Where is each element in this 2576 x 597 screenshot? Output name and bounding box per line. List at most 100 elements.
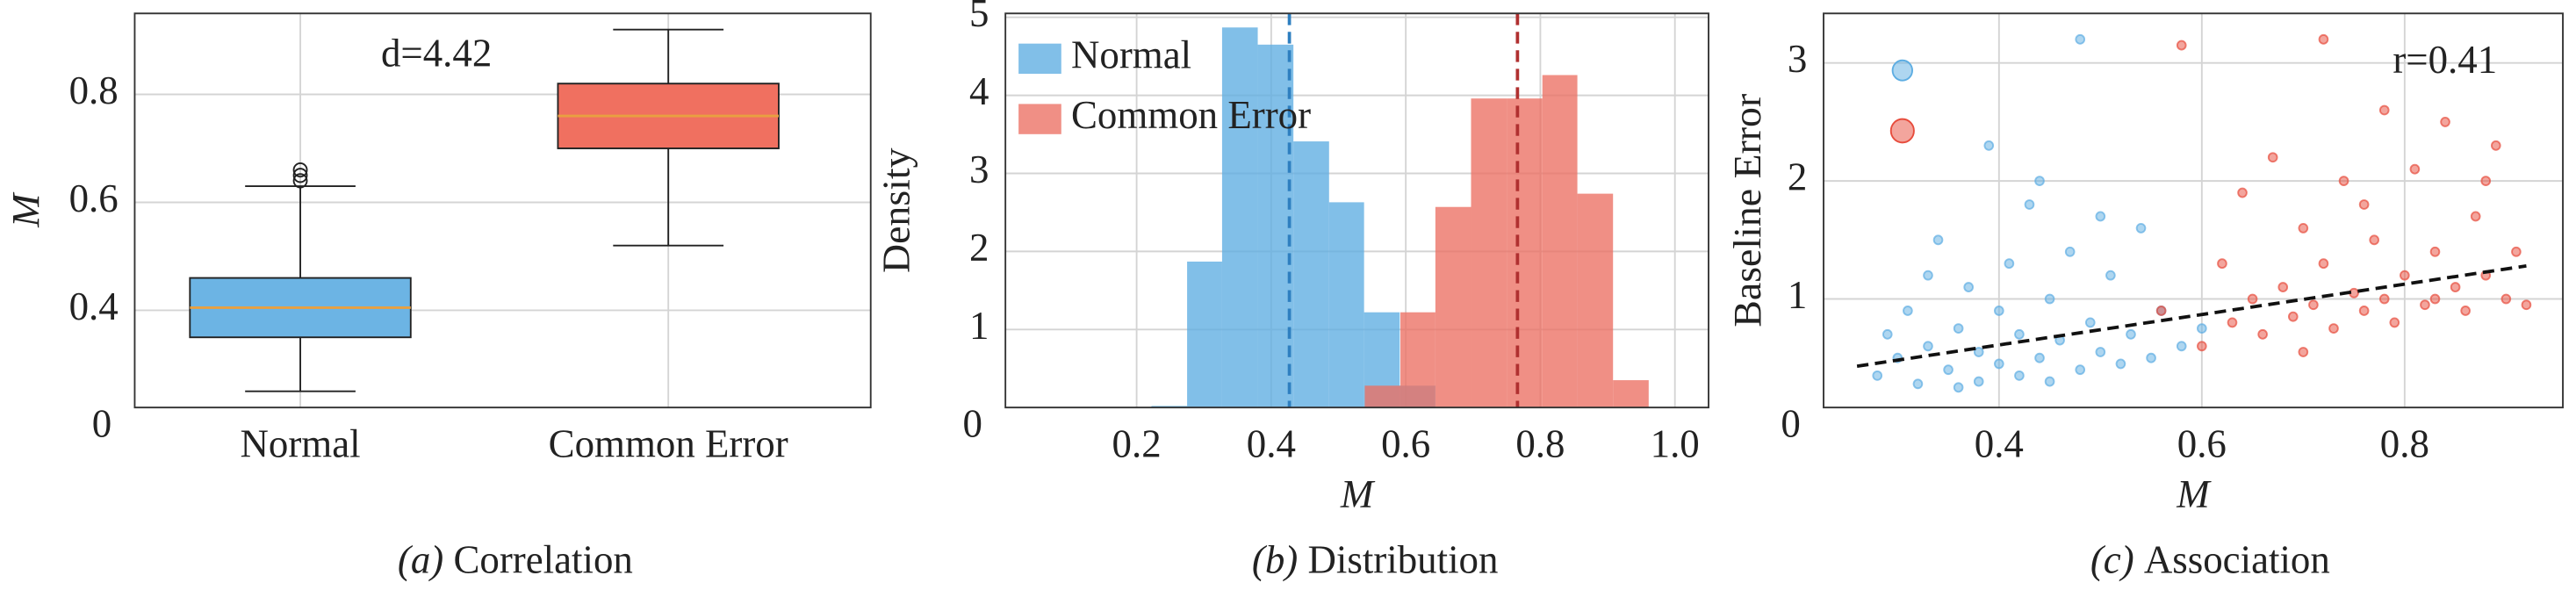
scatter-point [2490,140,2501,151]
y-tick-label: 4 [969,69,989,114]
scatter-point [2176,40,2187,51]
histogram-bar [1507,98,1543,408]
x-tick-label: 0.4 [1975,421,2024,466]
scatter-point [2034,176,2045,187]
scatter-point [2084,317,2096,328]
y-axis-label: M [4,191,47,227]
scatter-point [1943,364,1954,376]
annotation: r=0.41 [2393,38,2497,83]
scatter-point [2135,222,2147,234]
scatter-point [2247,293,2258,305]
y-tick-label: 2 [969,225,989,270]
scatter-point [2075,364,2086,376]
scatter-point [1994,306,2004,316]
plot-background [1824,13,2564,408]
histogram-bar [1400,312,1436,408]
scatter-point [2287,311,2299,322]
scatter-point [2429,246,2441,257]
scatter-point [2044,376,2055,387]
caption-label: (c) [2090,537,2134,582]
scatter-point [2409,163,2421,175]
x-axis-label: M [2176,471,2212,516]
scatter-point [2440,117,2450,127]
scatter-point [2115,358,2126,370]
scatter-point [1923,341,1933,352]
scatter-point [1953,382,1964,393]
scatter-point [2155,306,2167,316]
histogram-bar [1364,385,1401,408]
x-tick-label: 0.6 [2177,421,2227,466]
x-tick-label: 0.8 [1515,421,1565,466]
caption: Distribution [1307,537,1498,582]
x-axis-label: M [1340,471,1376,516]
scatter-point [2318,33,2329,45]
plot-frame [133,12,872,409]
legend-marker [1891,59,1913,82]
y-tick-label: 1 [969,303,989,348]
histogram-bar [1435,206,1471,408]
y-tick-label: 0.6 [69,176,119,221]
y-tick-label: 2 [1788,155,1807,199]
scatter-point [2328,323,2339,334]
scatter-point [2095,347,2106,357]
x-tick-label: 0.2 [1112,421,1162,466]
scatter-point [2358,199,2370,210]
scatter-point [2126,328,2136,340]
scatter-point [2014,370,2025,381]
scatter-point [1932,234,1944,246]
caption: Correlation [453,537,632,582]
y-tick-label: 3 [1788,37,1807,82]
scatter-point [2237,187,2248,198]
outlier [292,168,308,183]
trend-line [1856,263,2527,369]
scatter-point [1882,328,1893,340]
scatter-point [2176,341,2187,352]
scatter-point [2227,317,2238,328]
scatter-point [1953,323,1964,334]
histogram-bar [1257,44,1294,408]
caption: Association [2144,537,2330,582]
histogram-bar [1221,27,1258,408]
annotation: d=4.42 [381,31,492,76]
legend-swatch [1018,104,1061,134]
scatter-point [1903,306,1913,316]
plot-frame [1004,12,1709,409]
x-tick-label: 1.0 [1651,421,1700,466]
scatter-point [2217,258,2227,270]
scatter-point [2420,299,2430,311]
scatter-point [2197,323,2207,334]
legend-marker [1889,118,1915,144]
x-tick-label: Common Error [549,421,788,466]
scatter-point [2511,246,2522,257]
scatter-point [2500,293,2512,305]
y-tick-label: 0.8 [69,68,119,113]
scatter-point [2064,246,2076,257]
outlier [292,173,308,189]
corner-label: 0 [92,401,112,446]
scatter-point [1872,370,1883,381]
scatter-point [2521,299,2532,311]
y-axis-label: Density [874,147,917,273]
legend-label: Normal [1071,32,1191,77]
scatter-point [1923,270,1933,281]
legend-swatch [1018,43,1061,75]
histogram-bar [1328,202,1364,408]
y-tick-label: 3 [969,147,989,192]
corner-label: 0 [1781,401,1800,446]
scatter-point [2146,352,2156,363]
histogram-bar [1293,141,1329,408]
scatter-point [2400,270,2410,281]
scatter-point [2470,211,2481,222]
scatter-point [2460,306,2471,316]
scatter-point [1983,140,1995,151]
scatter-point [2358,306,2370,316]
scatter-point [2044,293,2055,305]
scatter-point [1963,282,1974,292]
scatter-point [2257,328,2268,340]
plot-frame [1823,12,2564,409]
scatter-point [2369,234,2379,246]
corner-label: 0 [963,401,982,446]
scatter-point [2014,328,2025,340]
